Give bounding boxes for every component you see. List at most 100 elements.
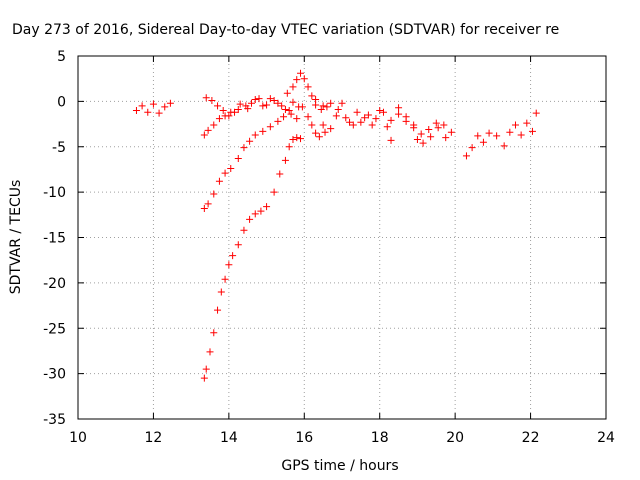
- data-point: [500, 142, 508, 150]
- data-point: [317, 106, 325, 114]
- data-point: [338, 99, 346, 107]
- data-point: [395, 104, 403, 112]
- data-point: [149, 100, 157, 108]
- data-point: [204, 126, 212, 134]
- data-point: [346, 118, 354, 126]
- data-point: [215, 115, 223, 123]
- series-6: [319, 99, 450, 147]
- data-point: [257, 207, 265, 215]
- data-point: [227, 165, 235, 173]
- data-point: [217, 288, 225, 296]
- data-point: [442, 134, 450, 142]
- data-point: [255, 95, 263, 103]
- x-tick-label: 12: [145, 430, 163, 446]
- x-tick-label: 24: [597, 430, 615, 446]
- data-point: [523, 119, 531, 127]
- y-tick-label: -15: [43, 231, 66, 247]
- series-0: [132, 99, 174, 117]
- data-point: [208, 96, 216, 104]
- y-tick-label: 0: [57, 94, 66, 110]
- data-point: [210, 190, 218, 198]
- series-3: [200, 69, 331, 139]
- data-point: [200, 204, 208, 212]
- data-point: [474, 132, 482, 140]
- data-point: [327, 125, 335, 133]
- series-4: [202, 94, 329, 141]
- data-point: [440, 121, 448, 129]
- series-1: [200, 98, 303, 212]
- y-tick-label: -35: [43, 412, 66, 428]
- data-point: [410, 121, 418, 129]
- data-point: [285, 143, 293, 151]
- data-point: [221, 169, 229, 177]
- data-point: [300, 75, 308, 83]
- data-point: [293, 134, 301, 142]
- series-5: [312, 96, 455, 138]
- data-point: [132, 106, 140, 114]
- x-tick-label: 16: [295, 430, 313, 446]
- data-point: [234, 241, 242, 249]
- data-point: [361, 114, 369, 122]
- data-point: [427, 133, 435, 141]
- data-point: [215, 177, 223, 185]
- data-point: [425, 126, 433, 134]
- data-point: [304, 113, 312, 121]
- y-tick-label: 5: [57, 49, 66, 65]
- y-tick-label: -20: [43, 276, 66, 292]
- data-point: [372, 115, 380, 123]
- x-axis-label: GPS time / hours: [281, 458, 398, 474]
- data-point: [266, 95, 274, 103]
- data-point: [368, 121, 376, 129]
- data-point: [210, 329, 218, 337]
- data-point: [266, 123, 274, 131]
- data-point: [319, 102, 327, 110]
- data-point: [285, 106, 293, 114]
- data-point: [413, 135, 421, 143]
- data-point: [247, 99, 255, 107]
- data-point: [387, 116, 395, 124]
- data-point: [312, 129, 320, 137]
- series-7: [462, 109, 540, 160]
- data-point: [278, 102, 286, 110]
- data-point: [402, 113, 410, 121]
- data-point: [244, 105, 252, 113]
- data-point: [263, 101, 271, 109]
- data-point: [289, 135, 297, 143]
- data-point: [289, 98, 297, 106]
- x-tick-label: 10: [69, 430, 87, 446]
- data-point: [240, 144, 248, 152]
- data-point: [229, 252, 237, 260]
- data-point: [161, 103, 169, 111]
- data-point: [293, 115, 301, 123]
- y-tick-label: -5: [52, 140, 66, 156]
- data-point: [479, 138, 487, 146]
- data-point: [383, 123, 391, 131]
- data-point: [334, 106, 342, 114]
- data-point: [225, 261, 233, 269]
- data-point: [259, 127, 267, 135]
- x-tick-label: 14: [220, 430, 238, 446]
- data-point: [246, 137, 254, 145]
- data-point: [289, 83, 297, 91]
- data-point: [432, 119, 440, 127]
- data-point: [240, 226, 248, 234]
- data-point: [138, 102, 146, 110]
- data-point: [462, 152, 470, 160]
- data-point: [353, 108, 361, 116]
- data-point: [297, 135, 305, 143]
- data-point: [270, 188, 278, 196]
- data-point: [364, 111, 372, 119]
- data-point: [417, 130, 425, 138]
- data-point: [319, 121, 327, 129]
- data-point: [342, 114, 350, 122]
- data-point: [225, 112, 233, 120]
- data-point: [447, 128, 455, 136]
- data-point: [283, 89, 291, 97]
- x-tick-label: 18: [371, 430, 389, 446]
- data-point: [259, 102, 267, 110]
- data-point: [219, 106, 227, 114]
- y-tick-label: -30: [43, 367, 66, 383]
- data-point: [323, 103, 331, 111]
- data-point: [202, 365, 210, 373]
